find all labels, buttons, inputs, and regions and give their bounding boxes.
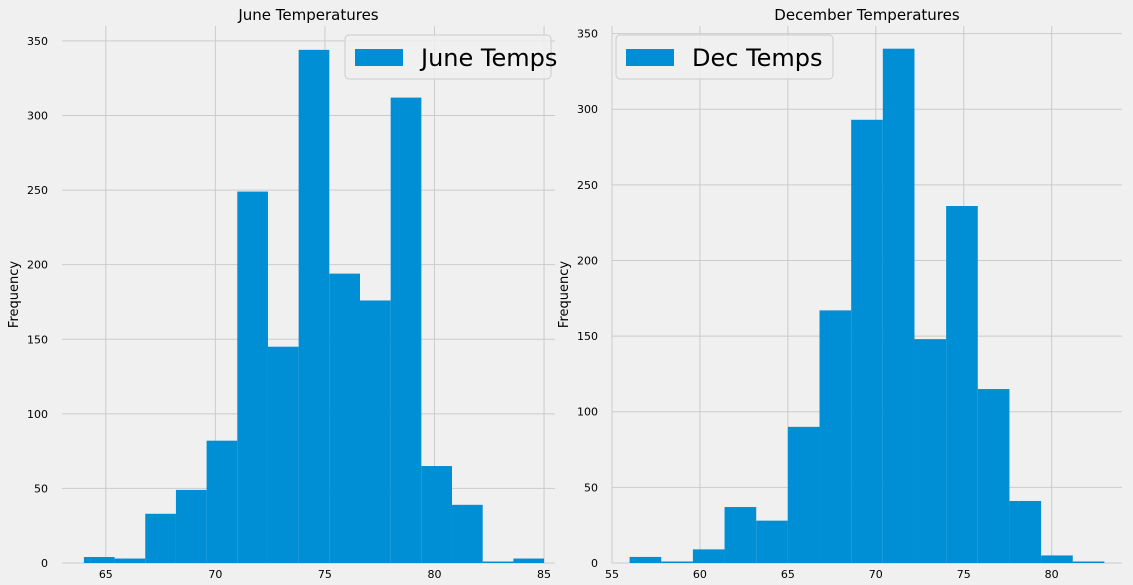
june-chart-title: June Temperatures [237,6,378,24]
december-histogram-bar [851,119,883,563]
june-y-tick-label: 150 [27,333,48,346]
december-histogram-bar [882,48,915,564]
december-y-tick-label: 150 [577,330,598,343]
december-y-tick-label: 300 [577,103,598,116]
december-y-ticks: 0 50 100 150 200 250 300 350 [577,28,598,570]
june-histogram-bar [513,558,545,563]
june-histogram-bar [390,97,422,563]
june-histogram-bar [145,513,176,563]
june-histogram-bar [298,49,330,564]
june-legend-label: June Temps [419,44,557,72]
june-histogram-bar [83,557,115,563]
december-histogram-bar [756,520,788,563]
june-y-tick-label: 300 [27,110,48,123]
december-legend-swatch [626,49,674,66]
june-y-tick-label: 350 [27,35,48,48]
december-legend-label: Dec Temps [692,44,823,72]
june-histogram-bar [329,273,360,563]
june-x-ticks: 65 70 75 80 85 [99,568,551,581]
june-bars [83,49,545,564]
december-y-tick-label: 0 [591,557,598,570]
june-y-tick-label: 200 [27,259,48,272]
june-histogram-bar [114,558,146,563]
december-y-tick-label: 200 [577,254,598,267]
december-y-tick-label: 350 [577,28,598,41]
june-panel: 65 70 75 80 85 0 50 100 150 200 250 300 350 June Te… [7,6,557,581]
december-histogram-bar [629,556,662,563]
december-histogram-bar [1041,555,1073,563]
december-histogram-bar [819,310,852,563]
june-x-tick-label: 85 [537,568,551,581]
december-bars [629,48,1105,564]
december-histogram-bar [661,561,693,563]
june-histogram-bar [452,504,483,563]
december-histogram-bar [692,549,725,563]
june-histogram-bar [359,300,391,563]
june-histogram-bar [237,191,268,563]
december-histogram-bar [1072,561,1105,563]
december-histogram-bar [977,389,1010,563]
june-legend-box [344,34,552,80]
june-histogram-bar [206,440,238,563]
june-legend: June Temps [344,34,557,80]
june-y-tick-label: 250 [27,184,48,197]
december-y-tick-label: 250 [577,179,598,192]
june-x-tick-label: 70 [208,568,222,581]
june-x-tick-label: 65 [99,568,113,581]
june-y-tick-label: 100 [27,408,48,421]
june-x-tick-label: 80 [427,568,441,581]
june-y-tick-label: 50 [34,482,48,495]
june-y-ticks: 0 50 100 150 200 250 300 350 [27,35,48,570]
december-histogram-bar [914,339,947,563]
december-x-tick-label: 70 [869,568,883,581]
december-x-tick-label: 65 [781,568,795,581]
december-histogram-bar [787,426,820,563]
december-y-tick-label: 50 [584,481,598,494]
december-x-tick-label: 80 [1045,568,1059,581]
june-histogram-bar [175,489,207,563]
june-y-tick-label: 0 [41,557,48,570]
december-x-ticks: 55 60 65 70 75 80 [605,568,1059,581]
june-histogram-bar [421,466,453,563]
december-x-tick-label: 60 [693,568,707,581]
december-legend: Dec Temps [615,34,834,80]
june-histogram-bar [482,561,514,563]
december-legend-box [615,34,834,80]
december-y-tick-label: 100 [577,406,598,419]
december-chart-title: December Temperatures [774,6,960,24]
december-histogram-bar [946,206,978,563]
december-panel: 55 60 65 70 75 80 0 50 100 150 200 250 300 350 Decem… [557,6,1122,581]
december-x-tick-label: 55 [605,568,619,581]
december-histogram-bar [724,507,757,563]
june-histogram-bar [267,346,299,563]
june-legend-swatch [355,49,403,66]
june-x-tick-label: 75 [318,568,332,581]
december-x-tick-label: 75 [957,568,971,581]
december-y-axis-label: Frequency [557,261,572,328]
december-histogram-bar [1009,500,1042,563]
june-y-axis-label: Frequency [7,261,22,328]
